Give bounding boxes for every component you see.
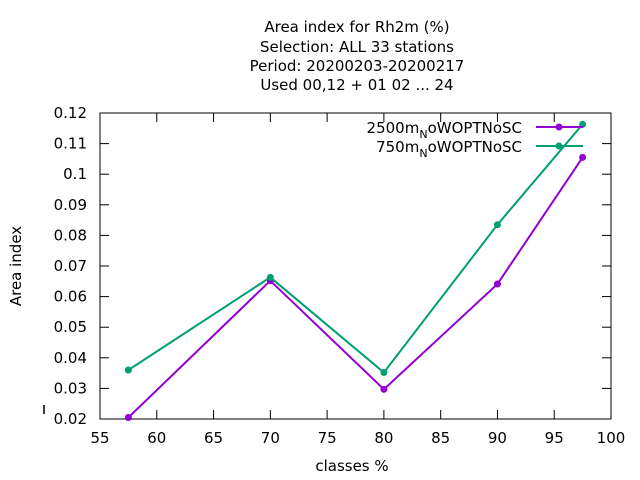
y-tick-label: 0.12 — [54, 104, 87, 122]
data-point-series-2 — [380, 368, 388, 376]
data-point-series-1 — [124, 413, 132, 421]
y-tick-label: 0.1 — [63, 165, 87, 183]
data-point-series-2 — [124, 366, 132, 374]
x-tick-label: 70 — [261, 429, 280, 447]
title-line-4: Used 00,12 + 01 02 ... 24 — [260, 76, 453, 94]
data-point-series-1 — [493, 280, 501, 288]
legend: 2500mNoWOPTNoSC 750mNoWOPTNoSC — [367, 119, 583, 160]
legend-entry-2: 750mNoWOPTNoSC — [376, 138, 583, 160]
legend-label-1: 2500mNoWOPTNoSC — [367, 119, 522, 141]
x-axis-title: classes % — [315, 457, 388, 475]
legend-label-2: 750mNoWOPTNoSC — [376, 138, 522, 160]
x-tick-label: 80 — [374, 429, 393, 447]
y-axis: 0.02 0.03 0.04 0.05 0.06 0.07 0.08 0.09 0.1 0.11 0… — [54, 104, 611, 428]
y-tick-label: 0.02 — [54, 410, 87, 428]
data-point-series-2 — [266, 273, 274, 281]
x-tick-label: 85 — [431, 429, 450, 447]
data-point-series-1 — [380, 385, 388, 393]
y-tick-label: 0.05 — [54, 318, 87, 336]
y-axis-title: Area index — [7, 226, 25, 306]
series-layer — [124, 120, 587, 421]
plot-frame — [99, 112, 612, 420]
title-line-3: Period: 20200203-20200217 — [250, 57, 465, 75]
legend-marker-1 — [555, 123, 563, 131]
x-tick-label: 55 — [90, 429, 109, 447]
x-tick-label: 90 — [488, 429, 507, 447]
data-point-series-1 — [579, 153, 587, 161]
chart-title: Area index for Rh2m (%) Selection: ALL 3… — [250, 18, 465, 94]
y-tick-label: 0.11 — [54, 135, 87, 153]
data-point-series-2 — [493, 221, 501, 229]
x-tick-label: 65 — [204, 429, 223, 447]
x-tick-label: 100 — [597, 429, 626, 447]
series-line-2 — [127, 123, 584, 374]
x-axis: 55 60 65 70 75 80 85 90 95 100 — [90, 113, 625, 447]
y-tick-label: 0.09 — [54, 196, 87, 214]
y-tick-label: 0.06 — [54, 288, 87, 306]
series-line-1 — [127, 156, 584, 419]
x-tick-label: 75 — [318, 429, 337, 447]
y-tick-label: 0.03 — [54, 379, 87, 397]
y-tick-label: 0.04 — [54, 349, 87, 367]
legend-entry-1: 2500mNoWOPTNoSC — [367, 119, 583, 141]
y-tick-label: 0.07 — [54, 257, 87, 275]
title-line-2: Selection: ALL 33 stations — [260, 38, 454, 56]
legend-marker-2 — [555, 142, 563, 150]
y-tick-label: 0.08 — [54, 226, 87, 244]
x-tick-label: 95 — [545, 429, 564, 447]
x-tick-label: 60 — [147, 429, 166, 447]
title-line-1: Area index for Rh2m (%) — [264, 18, 449, 36]
